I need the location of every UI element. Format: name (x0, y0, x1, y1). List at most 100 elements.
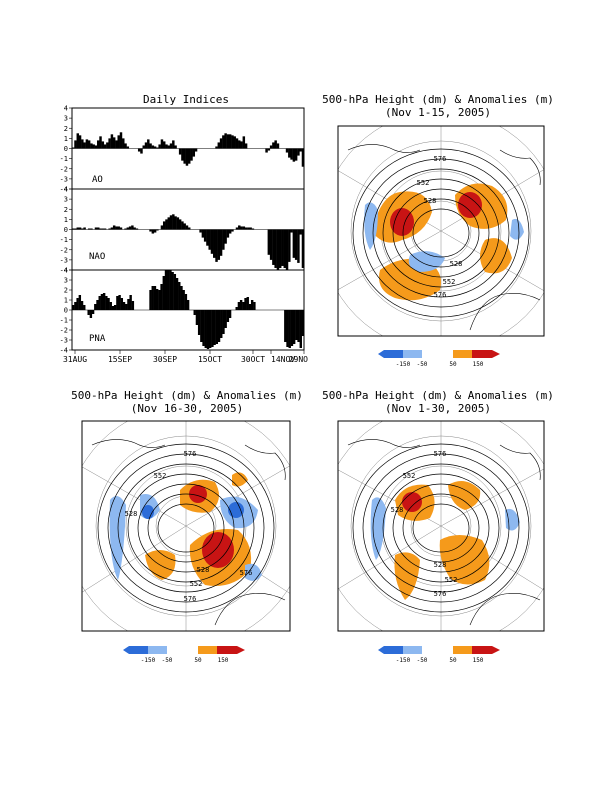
ao-bar (192, 148, 196, 157)
pna-bar (286, 310, 289, 347)
pna-bar (295, 310, 298, 340)
y-tick-label: 4 (64, 186, 68, 194)
ao-bar (285, 148, 289, 153)
pna-bar (228, 310, 232, 318)
y-tick-label: 2 (64, 287, 68, 295)
pna-bar (155, 289, 159, 310)
y-tick-label: 0 (64, 145, 68, 153)
ao-bar (190, 148, 193, 161)
ao-bar (147, 139, 150, 149)
ao-bar (76, 133, 80, 149)
x-tick-label: 30SEP (153, 355, 177, 364)
pna-bar (213, 310, 216, 345)
nao-bar (249, 227, 252, 230)
contour-label: 528 (450, 260, 463, 268)
map1-contour-labels: 576 552 528 528 552 576 (417, 155, 463, 299)
pna-bar (248, 304, 252, 310)
x-tick-label: 14NOV (271, 355, 295, 364)
map3-graticule (338, 421, 544, 631)
map1-coastlines (347, 144, 541, 331)
ao-bar (137, 148, 141, 152)
nao-bar (160, 225, 164, 230)
pna-bar (74, 302, 77, 310)
nao-bar (285, 229, 289, 270)
colorbar-label: 150 (473, 657, 484, 664)
y-tick-label: -2 (60, 327, 68, 335)
pna-bar (160, 284, 163, 310)
nao-bar (174, 216, 177, 230)
pna-bar (301, 310, 305, 336)
nao-bar (97, 227, 100, 230)
nao-bar (297, 229, 300, 263)
ao-bar (124, 143, 127, 149)
nao-bar (110, 227, 114, 230)
ao-bar (72, 147, 75, 149)
pna-bar (171, 272, 174, 310)
ao-bar (231, 135, 234, 149)
ao-bar (110, 134, 114, 149)
nao-bar (240, 226, 243, 230)
pna-bar (116, 296, 119, 310)
ao-panel-label: AO (92, 175, 103, 185)
pna-bar (122, 302, 126, 310)
ao-bar (90, 143, 93, 149)
nao-bar (283, 229, 286, 268)
ao-bar (238, 140, 241, 149)
ao-bar (194, 148, 198, 152)
pna-bar (113, 305, 117, 310)
nao-bar (76, 227, 80, 230)
map1-height-contours (352, 148, 530, 318)
pna-bar (235, 307, 238, 310)
pna-bar (253, 302, 256, 310)
pna-bar (180, 286, 183, 310)
ao-bar (174, 145, 177, 149)
map1-colorbar: -150 -50 50 150 (378, 350, 500, 368)
ao-bar (267, 148, 271, 151)
nao-bar (178, 219, 182, 230)
ao-bar (108, 138, 111, 149)
ao-bar (160, 139, 164, 149)
nao-bar (213, 229, 216, 258)
y-tick-label: 1 (64, 135, 68, 143)
map3-height-contours (352, 443, 530, 613)
colorbar-label: -50 (417, 361, 428, 368)
pna-bar (178, 282, 181, 310)
contour-label: 528 (391, 506, 404, 514)
ao-bar (144, 142, 148, 149)
pna-bar (169, 270, 172, 310)
nao-bar (235, 227, 239, 230)
nao-bar (290, 229, 293, 233)
pna-bar (149, 290, 152, 310)
nao-bar (81, 228, 84, 230)
ao-bar (119, 132, 123, 149)
nao-bar (224, 229, 227, 244)
pna-bar (158, 290, 161, 310)
ao-bar (92, 144, 95, 149)
pna-bar (186, 300, 190, 310)
contour-label: 576 (434, 291, 447, 299)
nao-bar (276, 229, 280, 270)
y-tick-label: 4 (64, 105, 68, 113)
nao-bar (162, 221, 166, 230)
pna-bar (215, 310, 219, 344)
ao-bar (158, 144, 161, 149)
ao-bar (219, 138, 223, 149)
map3-coastlines (347, 439, 541, 626)
colorbar-label: 50 (449, 361, 457, 368)
ao-bar (169, 143, 173, 149)
ao-bar (87, 140, 91, 149)
y-tick-label: -1 (60, 317, 68, 325)
pna-bar (91, 310, 95, 314)
ao-bar (115, 140, 118, 149)
nao-bar (101, 228, 105, 230)
ao-bar (122, 138, 125, 149)
ao-bar (188, 148, 191, 164)
nao-bar (219, 229, 223, 256)
pna-bar (102, 293, 106, 310)
colorbar-label: -150 (141, 657, 156, 664)
ao-bar (142, 145, 145, 149)
contour-label: 576 (434, 155, 447, 163)
pna-bar (206, 310, 210, 349)
contour-label: 528 (424, 197, 437, 205)
ao-bar (153, 146, 157, 149)
